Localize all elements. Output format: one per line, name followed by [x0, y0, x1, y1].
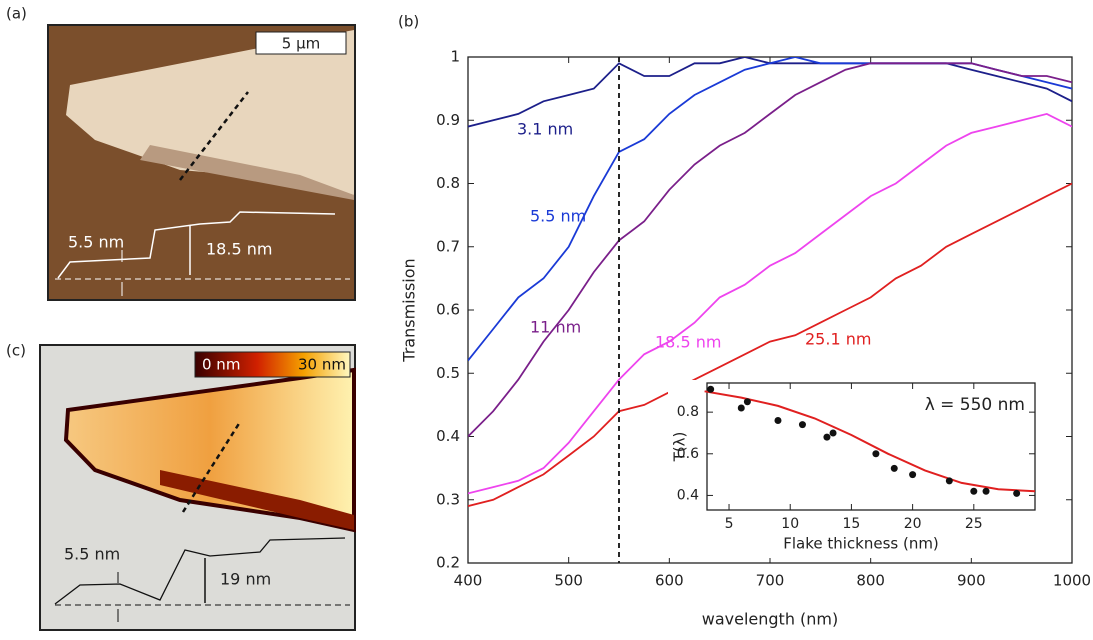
point	[909, 471, 917, 479]
flake-edge	[160, 470, 354, 530]
x-tick-label: 500	[554, 572, 583, 590]
annotation: 18.5 nm	[206, 240, 272, 259]
flake-edge	[140, 145, 354, 200]
x-tick-label: 20	[904, 516, 922, 532]
point	[823, 433, 831, 441]
point	[872, 450, 880, 458]
point	[798, 421, 806, 429]
annotation: 5.5 nm	[68, 233, 124, 252]
point	[737, 404, 745, 412]
panel-label: (b)	[398, 13, 419, 31]
y-tick-label: 0.6	[436, 301, 460, 319]
panel-label: (a)	[6, 5, 27, 23]
y-tick-label: 1	[450, 48, 460, 66]
y-tick-label: 0.6	[677, 446, 699, 462]
profile-cut	[179, 91, 249, 181]
plot-frame	[467, 56, 1073, 564]
x-tick-label: 900	[957, 572, 986, 590]
panel-label: (c)	[6, 342, 26, 360]
point	[982, 487, 990, 495]
y-tick-label: 0.9	[436, 111, 460, 129]
colorbar	[194, 351, 351, 378]
x-tick-label: 5	[725, 516, 734, 532]
x-tick-label: 700	[756, 572, 785, 590]
line	[468, 182, 1072, 507]
fit-line	[704, 390, 1036, 493]
y-axis-label: T(λ)	[671, 432, 689, 463]
height-profile	[57, 211, 336, 279]
point	[945, 477, 953, 485]
series-label: 3.1 nm	[517, 120, 573, 139]
scale-bar-label: 5 µm	[282, 35, 320, 53]
series-label: 18.5 nm	[655, 333, 721, 352]
x-axis-label: Flake thickness (nm)	[783, 535, 939, 553]
point	[890, 464, 898, 472]
y-tick-label: 0.4	[677, 487, 699, 503]
x-tick-label: 10	[781, 516, 799, 532]
flake	[66, 30, 354, 195]
y-tick-label: 0.4	[436, 427, 460, 445]
point	[707, 385, 715, 393]
y-tick-label: 0.8	[677, 404, 699, 420]
y-tick-label: 0.8	[436, 174, 460, 192]
point	[829, 429, 837, 437]
height-profile	[54, 537, 346, 605]
y-tick-label: 0.3	[436, 490, 460, 508]
inset-title: λ = 550 nm	[925, 395, 1025, 415]
point	[970, 487, 978, 495]
plot-area	[468, 57, 1072, 507]
series-label: 25.1 nm	[805, 330, 871, 349]
y-tick-label: 0.7	[436, 237, 460, 255]
line	[468, 57, 1072, 128]
x-tick-label: 400	[454, 572, 483, 590]
colorbar-label: 30 nm	[298, 356, 346, 374]
y-tick-label: 0.5	[436, 364, 460, 382]
scale-bar	[255, 31, 347, 55]
colorbar-label: 0 nm	[202, 356, 240, 374]
point	[1013, 489, 1021, 497]
y-tick-label: 0.2	[436, 554, 460, 572]
series-label: 5.5 nm	[530, 207, 586, 226]
x-axis-label: wavelength (nm)	[702, 610, 839, 629]
point	[743, 398, 751, 406]
x-tick-label: 800	[856, 572, 885, 590]
plot-frame	[706, 382, 1036, 511]
x-tick-label: 600	[655, 572, 684, 590]
x-tick-label: 25	[965, 516, 983, 532]
annotation: 5.5 nm	[64, 545, 120, 564]
annotation: 19 nm	[220, 570, 271, 589]
y-axis-label: Transmission	[400, 258, 419, 362]
line	[468, 62, 1072, 438]
series-label: 11 nm	[530, 318, 581, 337]
x-tick-label: 1000	[1053, 572, 1091, 590]
point	[774, 416, 782, 424]
line	[468, 112, 1072, 495]
x-tick-label: 15	[843, 516, 861, 532]
inset-background	[668, 380, 1053, 558]
